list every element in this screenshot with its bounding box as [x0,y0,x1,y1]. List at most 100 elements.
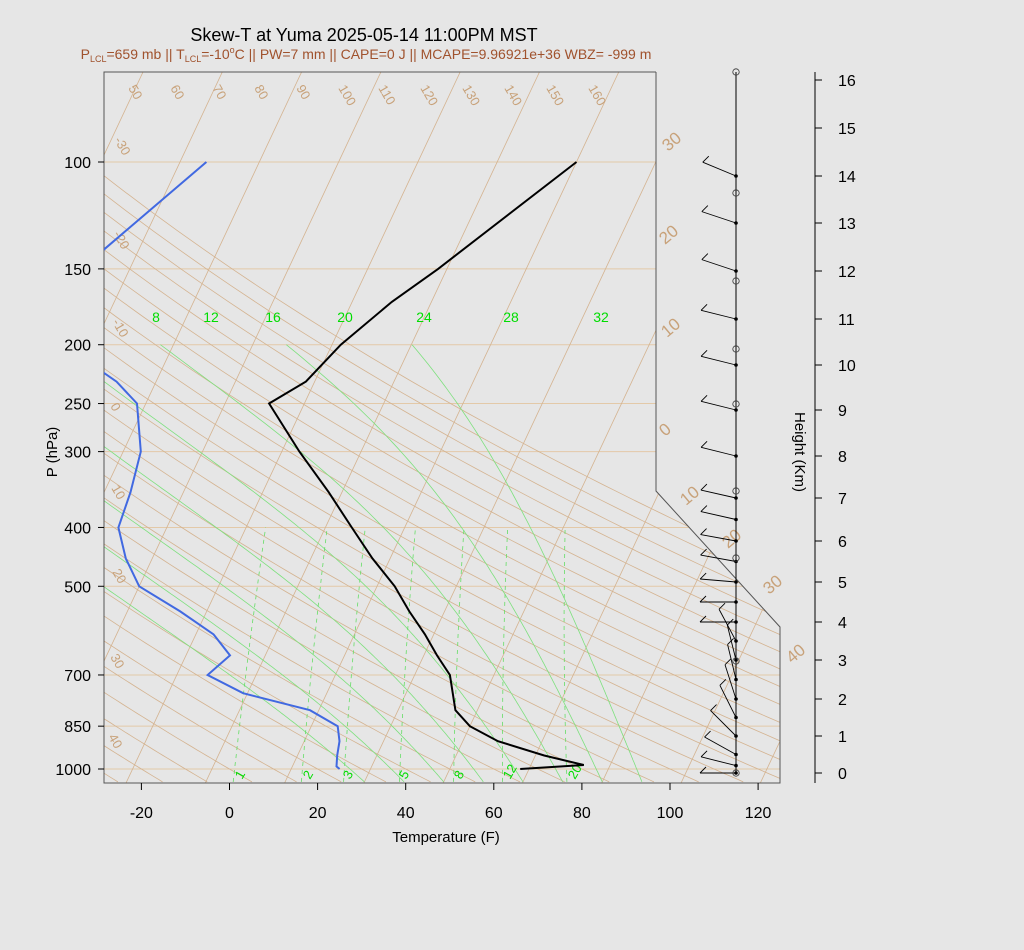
height-tick-label: 5 [838,575,847,592]
wind-barb [700,446,737,457]
wind-barb-flag [700,394,708,402]
dry-adiabat-line [104,161,610,783]
wind-barb-flag [702,155,710,163]
dry-adiabat-label: 90 [293,82,313,102]
wind-barb [700,578,737,583]
wind-barb [700,534,737,542]
wind-barb [718,609,737,642]
pressure-tick-label: 300 [64,445,91,462]
wind-barb-dot [734,317,738,321]
wind-barb-dot [734,771,738,775]
dry-adiabat-line [104,161,780,783]
wind-barb [700,355,737,366]
wind-barb [701,259,737,272]
dry-adiabat-line [104,161,387,783]
wind-barb-dot [734,517,738,522]
dry-adiabat-line [104,161,780,783]
isotherm-line [125,72,461,783]
dry-adiabat-line [104,161,780,783]
temperature-tick-label: 0 [225,805,234,822]
dry-adiabat-label: 70 [209,82,229,102]
height-tick-label: 12 [838,264,856,281]
wind-barb-dot [734,221,738,225]
temperature-tick-label: 80 [573,805,591,822]
wind-barb-dot [734,752,738,757]
y-axis-label: P (hPa) [44,427,61,478]
calm-circle [732,189,740,197]
height-axis-label: Height (Km) [791,412,808,492]
wind-barb [700,400,737,411]
dry-adiabat-line [104,161,565,783]
temperature-tick-label: 40 [397,805,415,822]
wind-barb-dot [734,580,738,584]
isotherm-label-right: 10 [657,314,684,341]
dry-adiabat-line [104,161,780,783]
mixing-ratio-line [502,527,509,782]
wind-barb-flag [699,572,707,580]
dry-adiabat-line [104,161,253,783]
dry-adiabat-line [104,161,780,783]
wind-barb-dot [734,697,738,701]
t-lcl-value: =-10 [201,46,230,62]
height-tick-label: 14 [838,169,856,186]
wind-barb [700,309,737,320]
height-tick-label: 1 [838,729,847,746]
wind-barb-flag [718,602,726,610]
pressure-tick-label: 150 [64,262,91,279]
mixing-ratio-line [343,527,366,782]
moist-adiabat-lines [104,344,643,783]
dry-adiabat-label: 50 [125,82,145,102]
pressure-tick-label: 850 [64,719,91,736]
height-tick-label: 10 [838,358,856,375]
wind-barb-flag [701,205,709,212]
wind-barb-flag [701,253,709,260]
wind-barb-flag [700,528,707,535]
wind-barb-flag [700,440,708,448]
wind-barb-flag [700,505,708,512]
t-lcl-subscript: LCL [185,54,202,64]
isotherm-label-right: 40 [782,640,809,667]
isotherm-line [104,72,302,783]
mixing-ratio-label: 24 [416,309,432,325]
sounding-series [104,161,585,770]
pressure-axis: 100 150 200 250 300 400 500 700 850 1000 [55,155,104,779]
temperature-line [267,161,585,770]
wind-barb [704,736,737,755]
calm-circle [732,657,740,665]
moist-adiabat-line [104,344,484,783]
wind-barb [710,710,737,737]
wind-barb-dot [734,763,738,768]
temperature-tick-label: 60 [485,805,503,822]
dewpoint-line [104,161,341,770]
dry-adiabat-line [104,161,780,783]
mixing-ratio-label: 28 [503,309,519,325]
height-tick-label: 8 [838,449,847,466]
isotherm-label-right: 10 [676,482,703,509]
pressure-tick-label: 200 [64,338,91,355]
moist-adiabat-line [411,344,643,783]
moist-adiabat-line [104,344,445,783]
pressure-tick-label: 700 [64,668,91,685]
height-tick-label: 3 [838,653,847,670]
isotherm-label-right: 20 [655,221,682,248]
pressure-tick-label: 400 [64,520,91,537]
subtitle-rest: C || PW=7 mm || CAPE=0 J || MCAPE=9.9692… [235,46,652,62]
wind-barb-flag [700,483,708,491]
wind-barb-dot [734,363,738,367]
height-tick-label: 2 [838,692,847,709]
mixing-ratio-line [232,527,266,782]
dry-adiabat-label: 80 [251,82,271,102]
temperature-tick-label: 20 [309,805,327,822]
wind-barb-dot [734,677,738,682]
wind-barb [727,644,737,680]
height-tick-label: 15 [838,121,856,138]
temperature-tick-label: 100 [657,805,684,822]
chart-subtitle: PLCL=659 mb || TLCL=-10oC || PW=7 mm || … [81,45,652,64]
isotherm-label-right: 0 [655,419,674,440]
wind-barb-flag [699,595,707,603]
height-tick-label: 6 [838,534,847,551]
dry-adiabat-line [0,162,73,782]
isotherm-label: 30 [107,651,127,671]
